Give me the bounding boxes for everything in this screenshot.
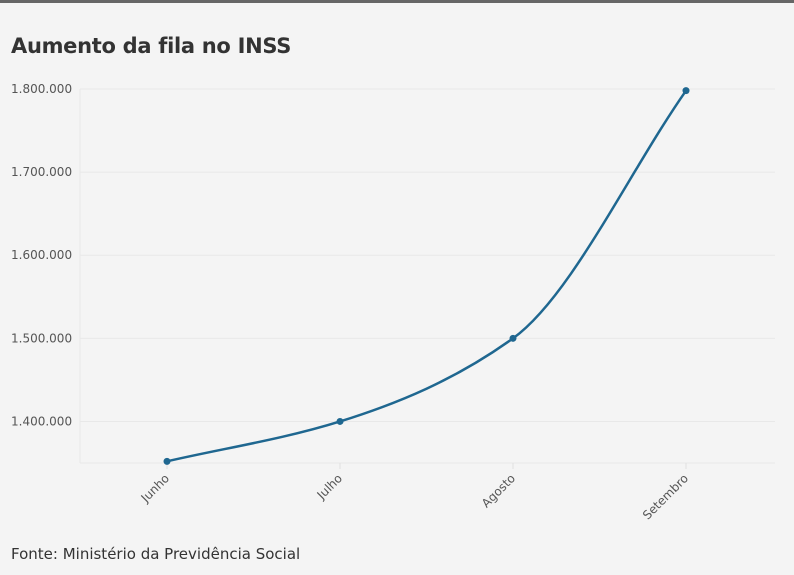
x-tick-label: Julho: [314, 471, 345, 502]
data-point: [682, 87, 690, 95]
x-tick-label: Setembro: [640, 471, 691, 522]
x-tick-label: Junho: [138, 471, 172, 505]
y-tick-label: 1.800.000: [11, 82, 72, 96]
chart-title: Aumento da fila no INSS: [11, 34, 292, 58]
y-tick-label: 1.500.000: [11, 331, 72, 345]
top-border: [0, 0, 794, 3]
data-point: [336, 417, 344, 425]
y-tick-label: 1.400.000: [11, 414, 72, 428]
data-point: [509, 334, 517, 342]
source-note: Fonte: Ministério da Previdência Social: [11, 545, 301, 563]
series-line: [166, 89, 688, 463]
x-tick-label: Agosto: [479, 471, 518, 510]
y-tick-label: 1.600.000: [11, 248, 72, 262]
data-point: [163, 457, 171, 465]
y-tick-label: 1.700.000: [11, 165, 72, 179]
